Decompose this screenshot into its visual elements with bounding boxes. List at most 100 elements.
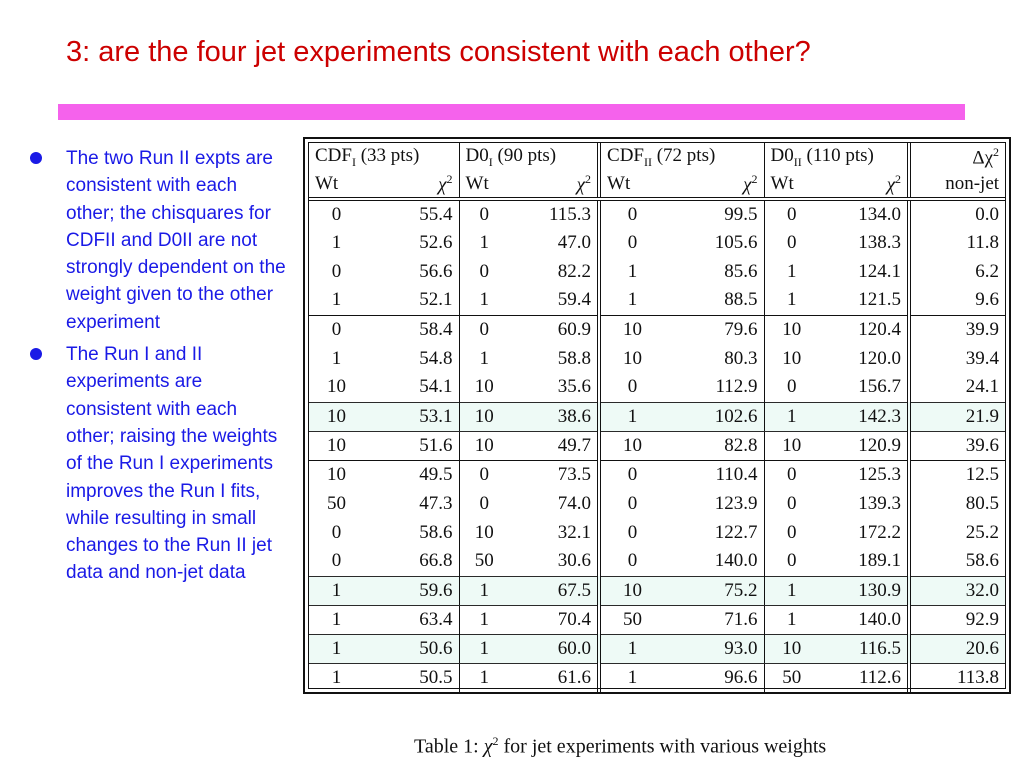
cell-chi2: 172.2: [858, 521, 902, 543]
bullet-list: The two Run II expts are consistent with…: [30, 145, 290, 592]
cell-chi2: 96.6: [724, 666, 758, 688]
cell-chi2: 125.3: [819, 459, 910, 489]
cell-weight: 10: [309, 401, 364, 432]
cell-weight: 0: [763, 199, 820, 228]
cell-chi2: 63.4: [419, 608, 453, 630]
cell-weight: 0: [597, 547, 665, 576]
cell-chi2: 67.5: [509, 575, 600, 606]
cell-chi2: 70.4: [557, 608, 592, 630]
cell-weight: 1: [458, 344, 510, 373]
cell-chi2: 54.1: [419, 376, 453, 398]
cell-weight: 1: [331, 608, 342, 630]
cell-chi2: 82.2: [557, 260, 592, 282]
cell-weight: 1: [458, 663, 510, 692]
cell-chi2: 115.3: [548, 203, 592, 225]
cell-weight: 10: [597, 314, 665, 344]
cell-chi2: 75.2: [664, 575, 765, 606]
cell-delta-chi2: 113.8: [907, 663, 1006, 692]
cell-chi2: 79.6: [664, 314, 765, 344]
cell-delta-chi2: 39.6: [907, 431, 1006, 460]
table-row: 0 55.4 0 115.3 0 99.5 0 134.0 0.0: [309, 199, 1006, 228]
cell-weight: 1: [763, 575, 820, 606]
cell-weight: 1: [331, 347, 342, 369]
cell-weight: 50: [597, 605, 665, 634]
cell-chi2: 51.6: [419, 434, 453, 456]
cell-chi2: 82.8: [724, 434, 758, 456]
cell-chi2: 120.4: [819, 314, 910, 344]
cell-chi2: 53.1: [364, 401, 460, 432]
cell-chi2: 54.8: [419, 347, 453, 369]
bullet-dot-icon: [30, 348, 42, 361]
cell-weight: 1: [597, 401, 665, 432]
cell-weight: 1: [331, 231, 342, 253]
header-d01: D0I (90 pts): [458, 143, 600, 171]
table-row: 0 56.6 0 82.2 1 85.6 1 124.1 6.2: [309, 257, 1006, 286]
subheader-wt: Wt: [597, 171, 665, 201]
cell-chi2: 120.0: [858, 347, 902, 369]
cell-weight: 10: [458, 431, 510, 460]
cell-chi2: 142.3: [819, 401, 910, 432]
cell-chi2: 110.4: [664, 459, 765, 489]
cell-chi2: 112.9: [715, 376, 758, 398]
cell-weight: 10: [763, 344, 820, 373]
cell-delta-chi2: 32.0: [907, 575, 1006, 606]
cell-chi2: 50.6: [364, 633, 460, 664]
cell-delta-chi2: 9.6: [907, 286, 1006, 315]
cell-chi2: 60.9: [509, 314, 600, 344]
bullet-text: The two Run II expts are consistent with…: [66, 148, 286, 333]
cell-chi2: 105.6: [714, 231, 758, 253]
chi-square-table: CDFI (33 pts) D0I (90 pts) CDFII (72 pts…: [309, 143, 1006, 692]
cell-chi2: 61.6: [557, 666, 592, 688]
cell-weight: 0: [458, 459, 510, 489]
cell-chi2: 71.6: [724, 608, 758, 630]
cell-chi2: 47.3: [419, 492, 453, 514]
cell-weight: 10: [458, 518, 510, 547]
cell-weight: 10: [763, 314, 820, 344]
subheader-wt: Wt: [309, 171, 364, 201]
cell-chi2: 58.8: [557, 347, 592, 369]
cell-chi2: 99.5: [724, 203, 758, 225]
cell-chi2: 189.1: [858, 550, 902, 572]
cell-delta-chi2: 21.9: [907, 401, 1006, 432]
cell-chi2: 120.9: [858, 434, 902, 456]
cell-delta-chi2: 11.8: [907, 228, 1006, 257]
cell-weight: 0: [331, 203, 342, 225]
cell-weight: 10: [763, 633, 820, 664]
subheader-chi2: χ2: [509, 171, 600, 201]
cell-chi2: 139.3: [858, 492, 902, 514]
cell-weight: 0: [763, 489, 820, 518]
cell-chi2: 56.6: [419, 260, 453, 282]
cell-chi2: 58.6: [419, 521, 453, 543]
subheader-wt: Wt: [458, 171, 510, 201]
table-row: 10 49.5 0 73.5 0 110.4 0 125.3 12.5: [309, 459, 1006, 489]
cell-chi2: 35.6: [557, 376, 592, 398]
table-subheader-row: Wt χ2 Wt χ2 Wt χ2 Wt χ2 non-jet: [309, 171, 1006, 201]
cell-chi2: 47.0: [557, 231, 592, 253]
chi-square-table-frame: CDFI (33 pts) D0I (90 pts) CDFII (72 pts…: [303, 137, 1011, 694]
bullet-text: The Run I and II experiments are consist…: [66, 344, 278, 584]
table-row: 10 54.1 10 35.6 0 112.9 0 156.7 24.1: [309, 373, 1006, 402]
cell-weight: 0: [331, 550, 342, 572]
cell-delta-chi2: 58.6: [907, 547, 1006, 576]
cell-weight: 10: [597, 575, 665, 606]
cell-chi2: 52.1: [419, 289, 453, 311]
subheader-chi2: χ2: [364, 171, 460, 201]
cell-delta-chi2: 12.5: [907, 459, 1006, 489]
cell-chi2: 38.6: [509, 401, 600, 432]
cell-delta-chi2: 80.5: [907, 489, 1006, 518]
table-row: 0 58.6 10 32.1 0 122.7 0 172.2 25.2: [309, 518, 1006, 547]
cell-weight: 0: [597, 199, 665, 228]
cell-weight: 1: [763, 605, 820, 634]
cell-delta-chi2: 39.9: [907, 314, 1006, 344]
cell-weight: 0: [597, 373, 665, 402]
cell-weight: 10: [458, 373, 510, 402]
cell-chi2: 49.7: [557, 434, 592, 456]
cell-chi2: 112.6: [859, 666, 902, 688]
cell-chi2: 30.6: [557, 550, 592, 572]
cell-delta-chi2: 24.1: [907, 373, 1006, 402]
cell-weight: 0: [458, 257, 510, 286]
table-row: 50 47.3 0 74.0 0 123.9 0 139.3 80.5: [309, 489, 1006, 518]
cell-delta-chi2: 20.6: [907, 633, 1006, 664]
cell-weight: 0: [763, 373, 820, 402]
cell-chi2: 59.6: [364, 575, 460, 606]
